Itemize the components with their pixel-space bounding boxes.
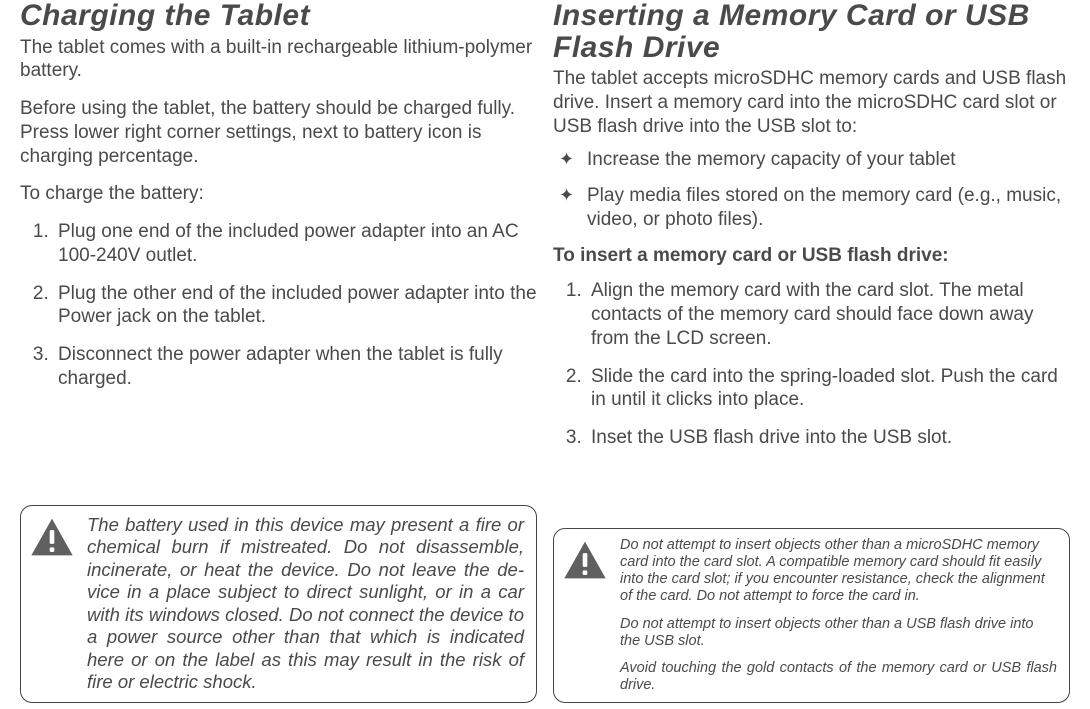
charging-step: Plug one end of the included power adapt… — [54, 220, 537, 268]
memory-bullet: Increase the memory capacity of your tab… — [553, 148, 1070, 172]
memory-bullets: Increase the memory capacity of your tab… — [553, 148, 1070, 243]
heading-memory: Inserting a Memory Card or USB Flash Dri… — [553, 0, 1070, 63]
insert-step: Inset the USB flash drive into the USB s… — [587, 426, 1070, 450]
right-column: Inserting a Memory Card or USB Flash Dri… — [545, 0, 1078, 709]
memory-warn-p3: Avoid touching the gold contacts of the … — [620, 660, 1057, 694]
memory-bullet: Play media files stored on the memory ca… — [553, 184, 1070, 232]
insert-steps: Align the memory card with the card slot… — [553, 279, 1070, 464]
battery-warning-box: The battery used in this device may pres… — [20, 505, 537, 704]
charging-steps: Plug one end of the included power adapt… — [20, 220, 537, 405]
battery-warning-text: The battery used in this device may pres… — [87, 514, 524, 695]
left-column: Charging the Tablet The tablet comes wit… — [12, 0, 545, 709]
left-intro-3: To charge the battery: — [20, 182, 537, 206]
heading-charging: Charging the Tablet — [20, 0, 537, 32]
insert-step: Slide the card into the spring-loaded sl… — [587, 365, 1070, 413]
warning-icon — [29, 516, 75, 563]
charging-step: Plug the other end of the included power… — [54, 282, 537, 330]
left-intro-2: Before using the tablet, the battery sho… — [20, 97, 537, 168]
memory-warn-p2: Do not attempt to insert objects other t… — [620, 616, 1057, 650]
memory-warning-box: Do not attempt to insert objects other t… — [553, 528, 1070, 703]
memory-warning-text: Do not attempt to insert objects other t… — [620, 537, 1057, 694]
charging-step: Disconnect the power adapter when the ta… — [54, 343, 537, 391]
memory-warn-p1: Do not attempt to insert objects other t… — [620, 537, 1057, 605]
right-intro-1: The tablet accepts microSDHC memory card… — [553, 67, 1070, 138]
insert-step: Align the memory card with the card slot… — [587, 279, 1070, 350]
left-intro-1: The tablet comes with a built-in recharg… — [20, 36, 537, 84]
warning-icon — [562, 539, 608, 586]
insert-subhead: To insert a memory card or USB flash dri… — [553, 244, 1070, 268]
